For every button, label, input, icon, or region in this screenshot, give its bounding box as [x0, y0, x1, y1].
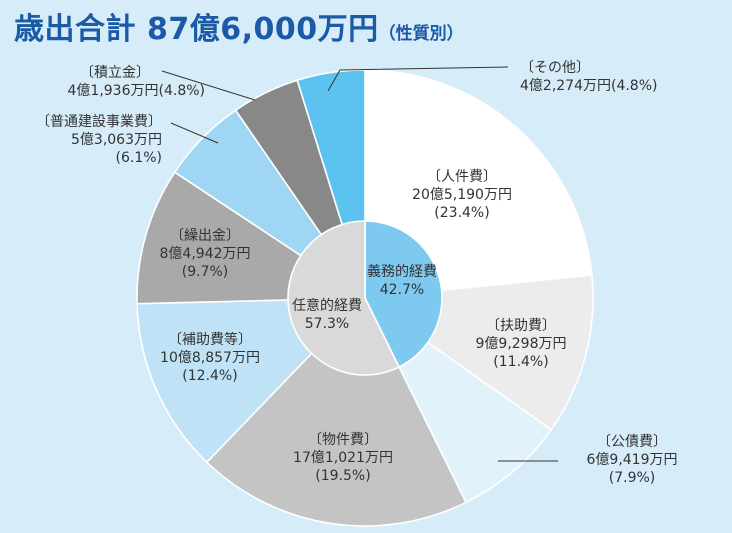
outer-label-name-3: 〔物件費〕: [308, 432, 378, 448]
outer-label-name-0: 〔人件費〕: [427, 169, 497, 185]
outer-label-name-4: 〔補助費等〕: [168, 331, 252, 348]
outer-label-pct-label-5: (9.7%): [182, 264, 229, 280]
title-sub: （性質別）: [378, 24, 464, 44]
outer-label-amount-6: 5億3,063万円: [71, 132, 162, 148]
outer-label-amount-8: 4億2,274万円(4.8%): [520, 78, 657, 94]
outer-leader-line-7: [161, 70, 256, 101]
inner-slice-1: [287, 220, 401, 376]
title-main: 歳出合計 87億6,000万円: [14, 12, 379, 47]
outer-label-pct-label-1: (11.4%): [493, 354, 548, 370]
page-title: 歳出合計 87億6,000万円（性質別）: [14, 4, 464, 48]
outer-label-amount-0: 20億5,190万円: [412, 187, 512, 203]
outer-label-name-8: 〔その他〕: [520, 60, 590, 76]
outer-label-pct-label-6: (6.1%): [116, 150, 163, 166]
outer-leader-line-6: [170, 122, 219, 144]
outer-label-amount-2: 6億9,419万円: [587, 452, 678, 468]
outer-label-amount-3: 17億1,021万円: [293, 450, 393, 466]
inner-label-pct-label-0: 42.7%: [380, 282, 424, 298]
inner-label-name-1: 任意的経費: [292, 297, 362, 314]
outer-leader-line-8: [327, 66, 509, 92]
inner-label-name-0: 義務的経費: [367, 263, 437, 280]
outer-label-amount-1: 9億9,298万円: [476, 336, 567, 352]
outer-label-name-1: 〔扶助費〕: [486, 318, 556, 334]
outer-slice-0: [364, 69, 593, 299]
outer-label-pct-label-4: (12.4%): [182, 368, 237, 384]
outer-label-pct-label-0: (23.4%): [434, 205, 489, 221]
outer-label-name-7: 〔積立金〕: [80, 65, 150, 81]
outer-label-amount-7: 4億1,936万円(4.8%): [68, 83, 205, 99]
outer-label-name-5: 〔繰出金〕: [170, 228, 240, 244]
outer-label-name-6: 〔普通建設事業費〕: [36, 114, 162, 130]
outer-label-amount-4: 10億8,857万円: [160, 350, 260, 366]
inner-slice-0: [364, 220, 443, 369]
outer-label-pct-label-3: (19.5%): [315, 468, 370, 484]
outer-slice-3: [205, 296, 468, 527]
outer-label-pct-label-2: (7.9%): [609, 470, 656, 486]
outer-label-amount-5: 8億4,942万円: [160, 246, 251, 262]
outer-label-name-2: 〔公債費〕: [597, 434, 667, 450]
inner-label-pct-label-1: 57.3%: [305, 316, 349, 332]
